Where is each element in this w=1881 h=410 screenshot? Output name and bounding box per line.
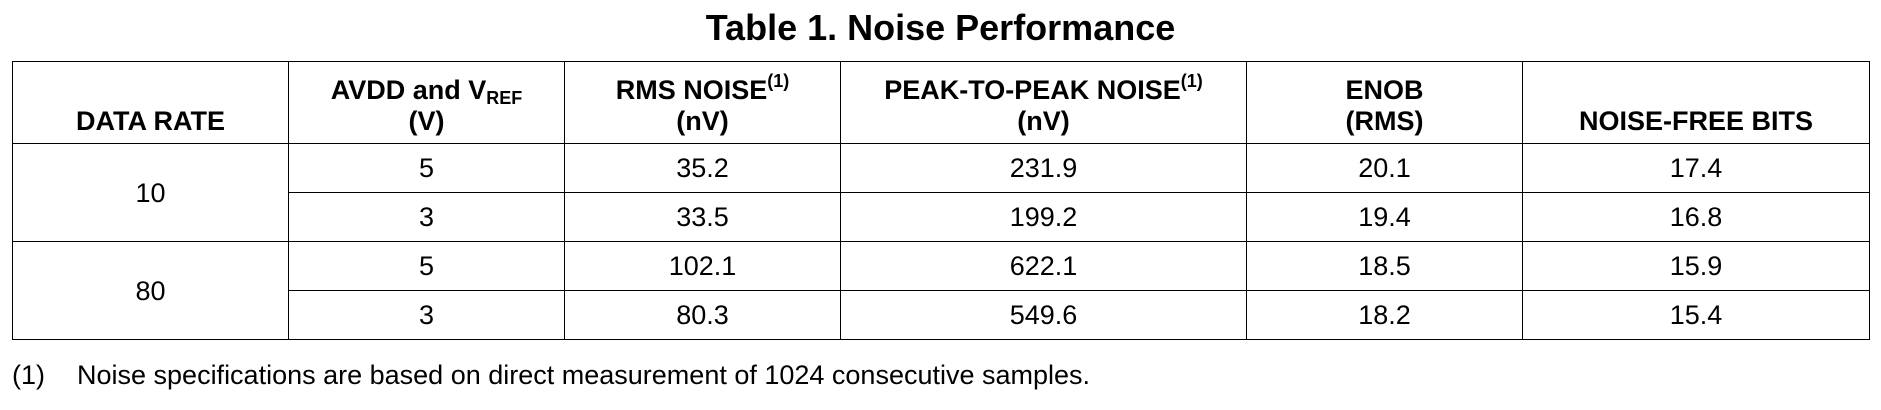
header-rms-line1: RMS NOISE(1) [565, 72, 840, 106]
header-avdd-text: AVDD and V [330, 75, 487, 105]
header-pp-line1: PEAK-TO-PEAK NOISE(1) [841, 72, 1246, 106]
avdd-cell: 3 [288, 290, 565, 340]
noise-performance-table: DATA RATE AVDD and VREF (V) RMS NOISE(1)… [12, 61, 1870, 340]
noise-free-bits-cell: 15.4 [1522, 290, 1870, 340]
header-nfb-label: NOISE-FREE BITS [1578, 106, 1814, 136]
enob-cell: 18.2 [1246, 290, 1523, 340]
footnote-text: Noise specifications are based on direct… [77, 360, 1091, 390]
header-avdd-unit: (V) [408, 106, 445, 136]
noise-free-bits-cell: 17.4 [1522, 143, 1870, 193]
pp-noise-cell: 199.2 [840, 192, 1247, 242]
data-rate-cell: 80 [12, 241, 289, 340]
table-title: Table 1. Noise Performance [705, 7, 1176, 48]
enob-cell: 20.1 [1246, 143, 1523, 193]
header-peak-to-peak-noise: PEAK-TO-PEAK NOISE(1) (nV) [840, 61, 1247, 144]
header-rms-noise: RMS NOISE(1) (nV) [564, 61, 841, 144]
pp-noise-cell: 549.6 [840, 290, 1247, 340]
header-avdd-vref: AVDD and VREF (V) [288, 61, 565, 144]
data-rate-cell: 10 [12, 143, 289, 242]
header-pp-footnote-ref: (1) [1180, 71, 1203, 91]
header-data-rate: DATA RATE [12, 61, 289, 144]
rms-noise-cell: 80.3 [564, 290, 841, 340]
header-rms-unit: (nV) [676, 106, 729, 136]
header-rms-footnote-ref: (1) [767, 71, 790, 91]
avdd-cell: 3 [288, 192, 565, 242]
footnote-mark: (1) [12, 360, 45, 390]
header-enob: ENOB (RMS) [1246, 61, 1523, 144]
table-row: 3 33.5 199.2 19.4 16.8 [13, 192, 1870, 242]
header-pp-unit: (nV) [1017, 106, 1070, 136]
avdd-cell: 5 [288, 143, 565, 193]
rms-noise-cell: 35.2 [564, 143, 841, 193]
header-enob-label: ENOB [1345, 75, 1424, 105]
avdd-cell: 5 [288, 241, 565, 291]
header-pp-text: PEAK-TO-PEAK NOISE [884, 75, 1181, 105]
rms-noise-cell: 102.1 [564, 241, 841, 291]
enob-cell: 19.4 [1246, 192, 1523, 242]
table-footnote: (1) Noise specifications are based on dir… [12, 358, 1090, 392]
header-enob-unit: (RMS) [1345, 106, 1424, 136]
noise-free-bits-cell: 16.8 [1522, 192, 1870, 242]
table-row: 10 5 35.2 231.9 20.1 17.4 [12, 143, 1870, 242]
rms-noise-cell: 33.5 [564, 192, 841, 242]
header-avdd-subscript: REF [486, 88, 523, 108]
header-row: DATA RATE AVDD and VREF (V) RMS NOISE(1)… [12, 61, 1870, 144]
pp-noise-cell: 622.1 [840, 241, 1247, 291]
header-noise-free-bits: NOISE-FREE BITS [1522, 61, 1870, 144]
header-avdd-line1: AVDD and VREF [289, 75, 564, 108]
noise-free-bits-cell: 15.9 [1522, 241, 1870, 291]
pp-noise-cell: 231.9 [840, 143, 1247, 193]
enob-cell: 18.5 [1246, 241, 1523, 291]
table-row: 3 80.3 549.6 18.2 15.4 [13, 290, 1870, 340]
header-rms-text: RMS NOISE [615, 75, 768, 105]
table-row: 80 5 102.1 622.1 18.5 15.9 [12, 241, 1870, 340]
header-data-rate-label: DATA RATE [76, 106, 225, 136]
